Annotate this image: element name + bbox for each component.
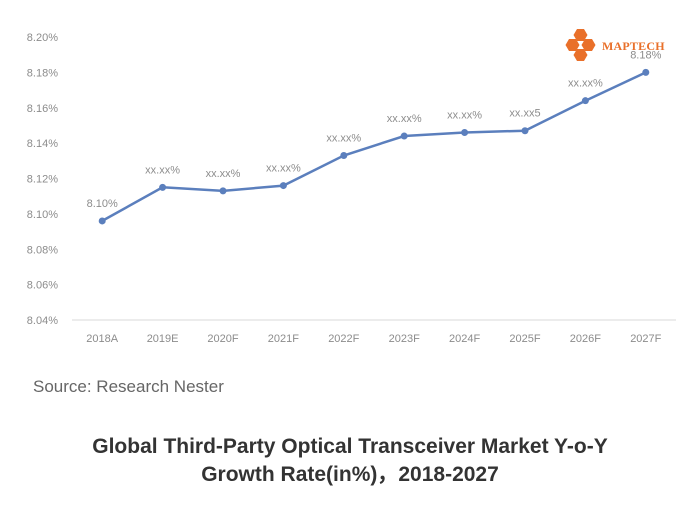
data-label: xx.xx% (206, 168, 241, 180)
data-point (642, 68, 650, 76)
series-line (101, 71, 647, 222)
data-point (521, 127, 529, 135)
chart-title-line1: Global Third-Party Optical Transceiver M… (92, 435, 608, 458)
data-label: xx.xx% (568, 78, 603, 90)
data-label: xx.xx% (145, 164, 180, 176)
x-tick-label: 2020F (207, 333, 238, 345)
data-point (159, 183, 167, 191)
data-point (98, 217, 106, 225)
x-tick-label: 2022F (328, 333, 359, 345)
y-tick-label: 8.14% (27, 138, 58, 150)
y-tick-label: 8.10% (27, 209, 58, 221)
data-labels: 8.10% xx.xx% xx.xx% xx.xx% xx.xx% xx.xx% xx.xx… (87, 49, 662, 210)
data-points (98, 68, 650, 225)
chart-title-line2: Growth Rate(in%)，2018-2027 (201, 463, 499, 486)
y-axis-ticks: 8.04% 8.06% 8.08% 8.10% 8.12% 8.14% 8.16% 8.18%… (27, 32, 58, 327)
source-note: Source: Research Nester (33, 377, 224, 396)
x-tick-label: 2019E (147, 333, 179, 345)
data-label: xx.xx% (326, 133, 361, 145)
data-point (461, 129, 469, 137)
data-label: xx.xx% (266, 163, 301, 175)
data-label: 8.18% (630, 49, 661, 61)
x-tick-label: 2027F (630, 333, 661, 345)
y-tick-label: 8.16% (27, 103, 58, 115)
x-tick-label: 2024F (449, 333, 480, 345)
data-point (219, 187, 227, 195)
x-tick-label: 2023F (389, 333, 420, 345)
x-tick-label: 2025F (509, 333, 540, 345)
chart-title: Global Third-Party Optical Transceiver M… (0, 433, 700, 489)
y-tick-label: 8.06% (27, 280, 58, 292)
y-tick-label: 8.18% (27, 67, 58, 79)
maptech-logo: MAPTECH (565, 27, 665, 65)
y-tick-label: 8.04% (27, 315, 58, 327)
logo-text: MAPTECH (602, 39, 665, 53)
y-tick-label: 8.12% (27, 174, 58, 186)
data-label: 8.10% (87, 198, 118, 210)
line-chart: 8.04% 8.06% 8.08% 8.10% 8.12% 8.14% 8.16% 8.18%… (27, 32, 676, 345)
x-tick-label: 2026F (570, 333, 601, 345)
x-tick-label: 2021F (268, 333, 299, 345)
data-label: xx.xx% (387, 113, 422, 125)
data-label: xx.xx% (447, 110, 482, 122)
hexagon-logo-icon (565, 29, 596, 61)
x-tick-label: 2018A (86, 333, 118, 345)
y-tick-label: 8.08% (27, 244, 58, 256)
data-point (340, 152, 348, 160)
data-point (400, 132, 408, 140)
x-axis-ticks: 2018A 2019E 2020F 2021F 2022F 2023F 2024F 2025F… (86, 333, 661, 345)
y-tick-label: 8.20% (27, 32, 58, 44)
data-label: xx.xx5 (509, 108, 540, 120)
data-point (279, 182, 287, 190)
data-point (581, 97, 589, 105)
